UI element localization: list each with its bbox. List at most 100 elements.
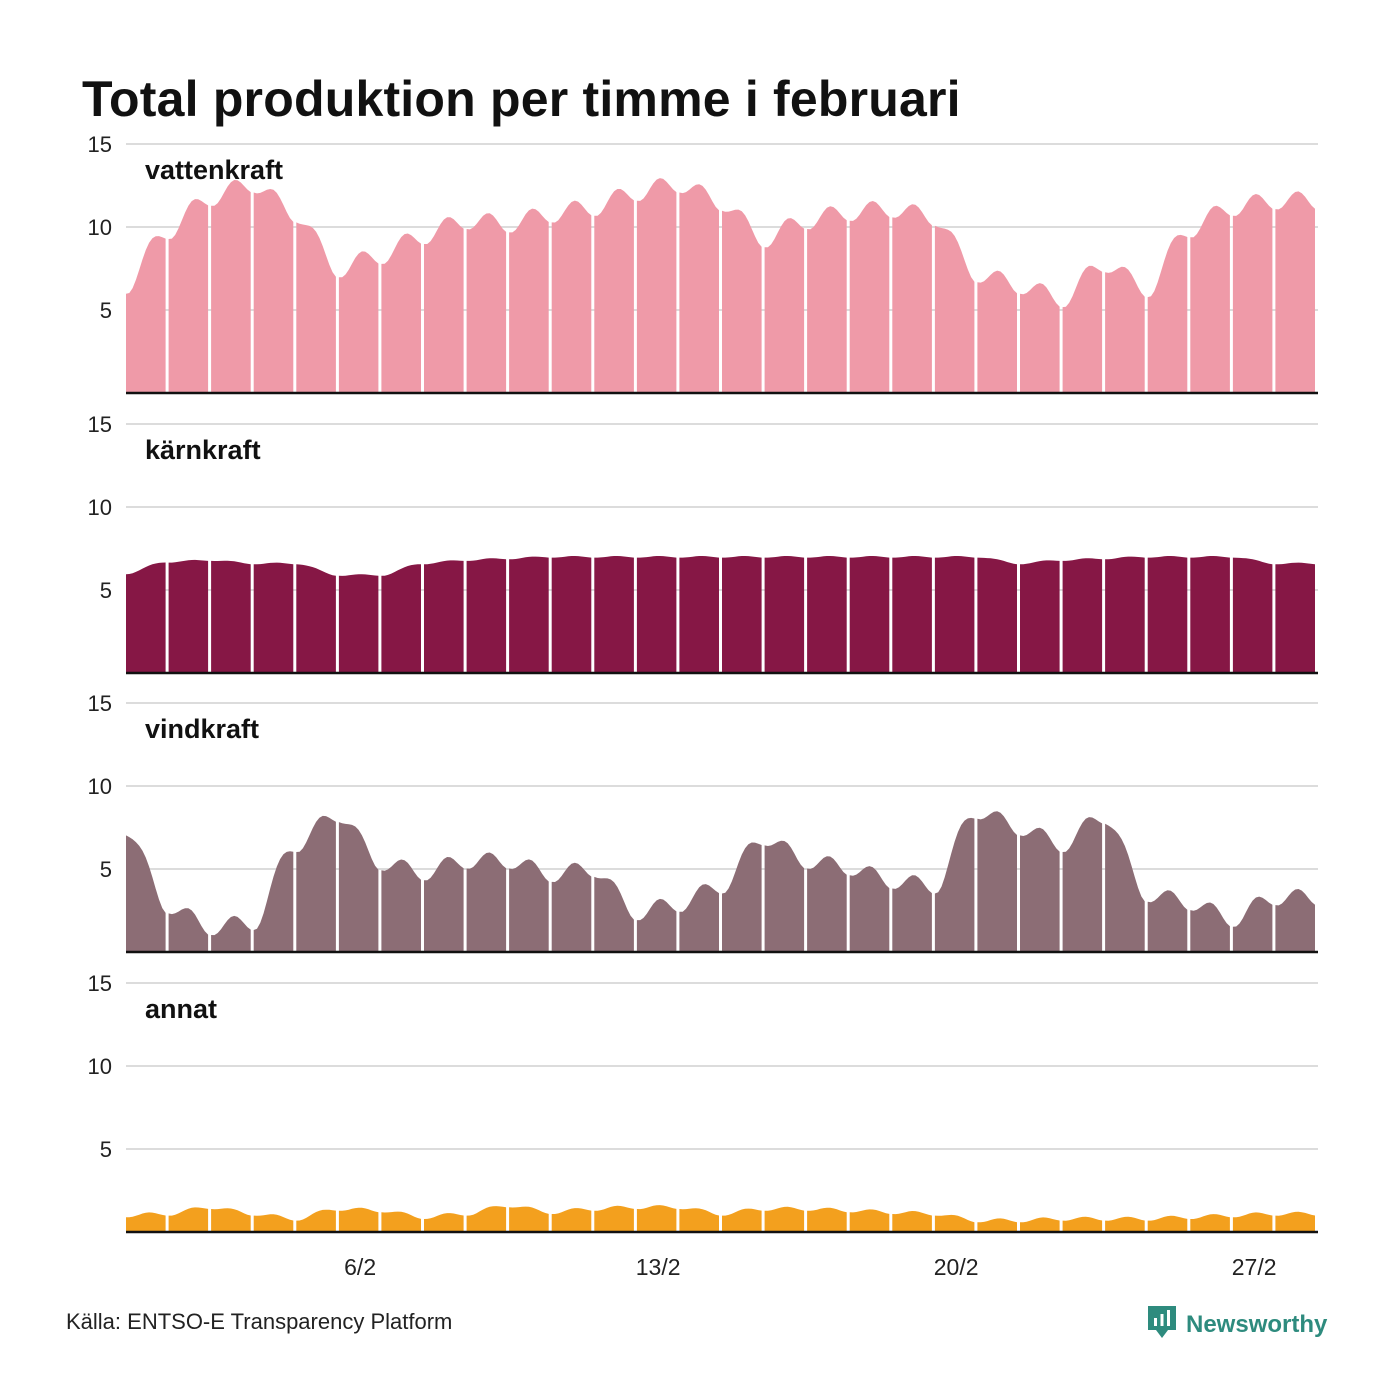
area-segment-annat-day-8 [424, 1213, 464, 1232]
x-tick-label: 13/2 [636, 1254, 681, 1280]
area-segment-vindkraft-day-4 [253, 851, 294, 952]
area-segment-vindkraft-day-5 [296, 815, 336, 952]
area-segment-vattenkraft-day-21 [977, 270, 1017, 393]
area-segment-vattenkraft-day-20 [934, 225, 975, 393]
area-segment-vattenkraft-day-18 [849, 201, 890, 393]
area-segment-kärnkraft-day-16 [764, 556, 805, 673]
area-segment-annat-day-26 [1190, 1214, 1230, 1232]
brand-logo[interactable]: Newsworthy [1146, 1304, 1327, 1345]
panel-label-vattenkraft: vattenkraft [145, 155, 283, 185]
area-segment-kärnkraft-day-20 [934, 556, 975, 673]
y-tick-label: 15 [88, 691, 112, 716]
area-segment-kärnkraft-day-15 [722, 556, 762, 673]
area-segment-vattenkraft-day-25 [1147, 234, 1188, 393]
area-segment-kärnkraft-day-4 [253, 562, 294, 673]
area-segment-vindkraft-day-1 [126, 835, 166, 952]
area-segment-kärnkraft-day-10 [509, 556, 549, 673]
area-segment-vindkraft-day-14 [679, 884, 719, 952]
area-segment-vindkraft-day-21 [977, 811, 1017, 952]
area-segment-vattenkraft-day-8 [424, 217, 464, 393]
area-segment-vattenkraft-day-1 [126, 236, 166, 393]
area-segment-vattenkraft-day-19 [892, 204, 932, 393]
area-segment-kärnkraft-day-7 [381, 564, 421, 673]
area-segment-kärnkraft-day-6 [338, 574, 379, 673]
area-segment-vattenkraft-day-28 [1275, 191, 1315, 393]
area-segment-annat-day-22 [1020, 1217, 1060, 1232]
area-segment-annat-day-5 [296, 1209, 336, 1232]
area-segment-vattenkraft-day-23 [1062, 265, 1103, 393]
y-tick-label: 15 [88, 412, 112, 437]
area-segment-vindkraft-day-17 [807, 856, 847, 952]
area-segment-vattenkraft-day-14 [679, 184, 719, 393]
area-segment-vindkraft-day-2 [168, 908, 209, 952]
area-segment-vindkraft-day-19 [892, 875, 932, 952]
y-tick-label: 10 [88, 1054, 112, 1079]
area-segment-vattenkraft-day-7 [381, 233, 421, 393]
area-segment-vindkraft-day-12 [594, 876, 634, 952]
area-segment-annat-day-15 [722, 1208, 762, 1232]
area-segment-kärnkraft-day-26 [1190, 556, 1230, 673]
area-segment-kärnkraft-day-8 [424, 560, 464, 673]
area-segment-annat-day-28 [1275, 1211, 1315, 1232]
area-segment-kärnkraft-day-1 [126, 562, 166, 673]
area-segment-vattenkraft-day-2 [168, 199, 209, 393]
area-segment-vattenkraft-day-6 [338, 251, 379, 393]
area-segment-kärnkraft-day-9 [466, 558, 507, 673]
area-segment-vattenkraft-day-16 [764, 218, 805, 393]
area-segment-annat-day-14 [679, 1208, 719, 1232]
area-segment-annat-day-21 [977, 1218, 1017, 1232]
y-tick-label: 5 [100, 857, 112, 882]
area-segment-vindkraft-day-15 [722, 842, 762, 952]
area-segment-vindkraft-day-23 [1062, 817, 1103, 952]
area-segment-vattenkraft-day-26 [1190, 205, 1230, 393]
area-segment-annat-day-19 [892, 1211, 932, 1232]
panel-label-annat: annat [145, 994, 217, 1024]
area-segment-vindkraft-day-8 [424, 857, 464, 952]
area-segment-vattenkraft-day-3 [211, 180, 251, 393]
area-segment-vattenkraft-day-17 [807, 206, 847, 393]
area-segment-vindkraft-day-6 [338, 822, 379, 952]
area-segment-annat-day-24 [1105, 1216, 1145, 1232]
area-segment-vattenkraft-day-9 [466, 213, 507, 393]
area-segment-vindkraft-day-22 [1020, 827, 1060, 952]
y-tick-label: 15 [88, 132, 112, 157]
area-segment-annat-day-4 [253, 1214, 294, 1232]
area-segment-vindkraft-day-20 [934, 817, 975, 952]
area-segment-kärnkraft-day-3 [211, 560, 251, 673]
area-segment-vindkraft-day-28 [1275, 889, 1315, 952]
area-segment-annat-day-20 [934, 1214, 975, 1232]
area-segment-kärnkraft-day-21 [977, 557, 1017, 673]
chart-title: Total produktion per timme i februari [82, 71, 961, 127]
panel-label-vindkraft: vindkraft [145, 714, 259, 744]
newsworthy-logo-icon [1146, 1304, 1178, 1345]
area-segment-annat-day-10 [509, 1206, 549, 1232]
area-segment-kärnkraft-day-24 [1105, 556, 1145, 673]
area-segment-kärnkraft-day-2 [168, 559, 209, 673]
area-segment-kärnkraft-day-22 [1020, 560, 1060, 673]
source-note: Källa: ENTSO-E Transparency Platform [66, 1309, 453, 1334]
area-segment-vattenkraft-day-12 [594, 189, 634, 393]
area-segment-vattenkraft-day-11 [551, 200, 592, 393]
x-tick-label: 27/2 [1232, 1254, 1277, 1280]
area-segment-annat-day-3 [211, 1208, 251, 1232]
area-segment-annat-day-17 [807, 1207, 847, 1232]
area-segment-vindkraft-day-26 [1190, 902, 1230, 952]
area-segment-vindkraft-day-27 [1232, 896, 1273, 952]
area-segment-kärnkraft-day-13 [636, 556, 677, 673]
area-segment-annat-day-11 [551, 1208, 592, 1232]
area-segment-annat-day-23 [1062, 1216, 1103, 1232]
area-segment-vindkraft-day-16 [764, 840, 805, 952]
y-tick-label: 10 [88, 495, 112, 520]
area-segment-annat-day-13 [636, 1205, 677, 1232]
area-segment-annat-day-12 [594, 1205, 634, 1232]
area-segment-kärnkraft-day-28 [1275, 562, 1315, 673]
area-segment-vindkraft-day-9 [466, 852, 507, 952]
area-segment-vindkraft-day-25 [1147, 890, 1188, 952]
area-segment-annat-day-9 [466, 1206, 507, 1232]
panel-label-kärnkraft: kärnkraft [145, 435, 261, 465]
y-tick-label: 10 [88, 774, 112, 799]
y-tick-label: 5 [100, 578, 112, 603]
area-segment-vindkraft-day-3 [211, 915, 251, 952]
area-segment-kärnkraft-day-18 [849, 556, 890, 673]
